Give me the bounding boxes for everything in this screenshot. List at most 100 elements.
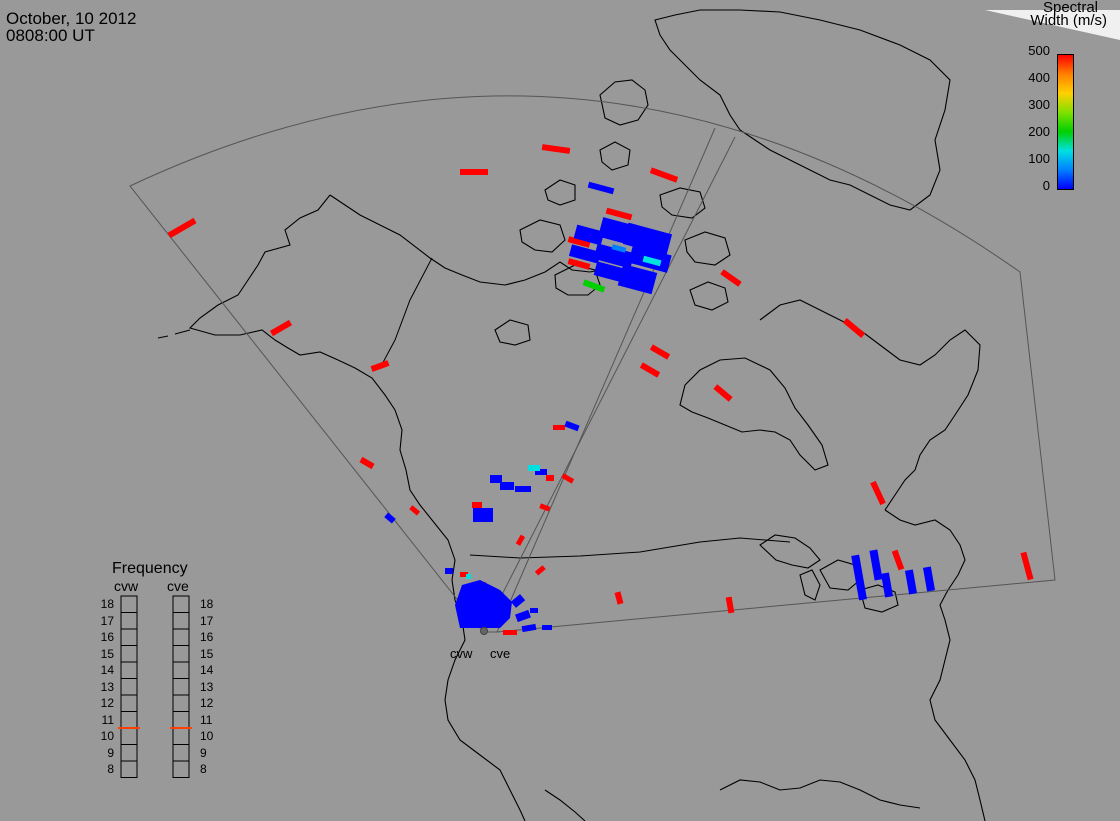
echo <box>564 420 580 432</box>
echo <box>503 630 517 635</box>
frequency-tick: 11 <box>101 712 114 727</box>
echo <box>528 465 540 471</box>
echo <box>614 591 624 605</box>
alaska-canada-border <box>379 257 433 369</box>
echo <box>617 263 658 295</box>
fov-beam-1 <box>482 136 736 633</box>
echo <box>593 261 627 283</box>
radar-label-cve: cve <box>490 646 511 661</box>
echo <box>539 503 551 512</box>
radar-site-marker <box>480 627 488 635</box>
frequency-tick: 16 <box>100 630 114 644</box>
frequency-gauge-box <box>120 595 138 778</box>
echo <box>870 480 886 506</box>
frequency-tick: 8 <box>107 762 114 776</box>
date-label: October, 10 2012 <box>6 9 137 28</box>
frequency-tick: 17 <box>200 613 214 628</box>
echo-nearfan <box>455 580 512 628</box>
echo <box>167 217 197 239</box>
echoes-blue <box>384 181 936 633</box>
echo <box>567 258 591 270</box>
corner-wedge <box>985 10 1120 40</box>
colorbar-tick: 300 <box>1028 97 1050 112</box>
echo <box>510 594 526 608</box>
coastline-hudson-bay <box>679 357 829 471</box>
colorbar-tick: 200 <box>1028 124 1050 139</box>
frequency-tick: 13 <box>100 679 114 694</box>
echo <box>546 475 554 481</box>
echo <box>851 554 867 601</box>
echo <box>445 568 453 574</box>
echo <box>567 236 591 248</box>
echo <box>542 625 552 630</box>
echo <box>269 319 293 337</box>
echo <box>521 623 537 633</box>
echo <box>587 181 615 195</box>
frequency-tick: 15 <box>200 646 214 661</box>
echo <box>500 482 514 490</box>
colorbar <box>1057 54 1074 190</box>
echo <box>922 566 936 592</box>
echo <box>553 425 565 430</box>
echo <box>460 572 468 577</box>
echo <box>409 505 421 516</box>
frequency-gauge-box <box>172 595 190 778</box>
frequency-tick: 16 <box>200 630 214 644</box>
echo <box>880 572 894 598</box>
echo <box>384 512 396 524</box>
colorbar-tick: 0 <box>1042 178 1050 193</box>
echo <box>515 534 526 546</box>
frequency-tick: 12 <box>200 696 214 710</box>
coastline-east-us <box>884 509 986 821</box>
coastline-aleutians <box>157 329 191 339</box>
echo <box>460 169 488 175</box>
frequency-tick: 18 <box>200 597 214 611</box>
echo <box>842 317 866 339</box>
radar-label-cvw: cvw <box>450 646 473 661</box>
colorbar-tick: 100 <box>1028 151 1050 166</box>
echo <box>568 244 602 264</box>
echo <box>534 565 546 576</box>
fov-outline <box>129 95 1056 633</box>
radar-fov <box>129 95 1056 633</box>
echo <box>515 609 531 623</box>
echo <box>622 222 673 256</box>
frequency-tick: 11 <box>200 712 213 727</box>
frequency-column-cvw: cvw <box>114 578 139 594</box>
echo <box>649 167 679 183</box>
coastline-labrador <box>759 299 981 511</box>
echo <box>904 569 918 595</box>
frequency-tick: 9 <box>107 745 114 760</box>
colorbar-tick: 400 <box>1028 70 1050 85</box>
echo <box>530 608 538 613</box>
coastlines <box>157 9 986 821</box>
us-canada-border <box>469 537 791 559</box>
colorbar-title-line2: Width (m/s) <box>1030 12 1107 29</box>
echoes-misc <box>466 244 662 579</box>
frequency-tick: 12 <box>100 696 114 710</box>
coastline-mexico <box>544 789 586 821</box>
echo <box>466 574 471 579</box>
frequency-tick: 17 <box>100 613 114 628</box>
time-label: 0808:00 UT <box>6 26 95 45</box>
echo <box>582 279 606 293</box>
echo <box>535 469 547 475</box>
frequency-tick: 14 <box>200 663 214 677</box>
frequency-tick: 8 <box>200 762 207 776</box>
colorbar-tick: 500 <box>1028 43 1050 58</box>
echo <box>713 384 733 402</box>
echo <box>561 473 575 484</box>
frequency-tick: 9 <box>200 745 207 760</box>
echo <box>490 475 502 483</box>
fov-beam-2 <box>496 127 716 633</box>
echo <box>611 244 627 253</box>
echo <box>359 456 375 470</box>
frequency-tick: 18 <box>100 597 114 611</box>
frequency-tick: 15 <box>100 646 114 661</box>
coastline-arctic-islands <box>494 79 731 346</box>
echo <box>605 207 633 221</box>
echo <box>370 360 390 372</box>
frequency-tick: 14 <box>100 663 114 677</box>
